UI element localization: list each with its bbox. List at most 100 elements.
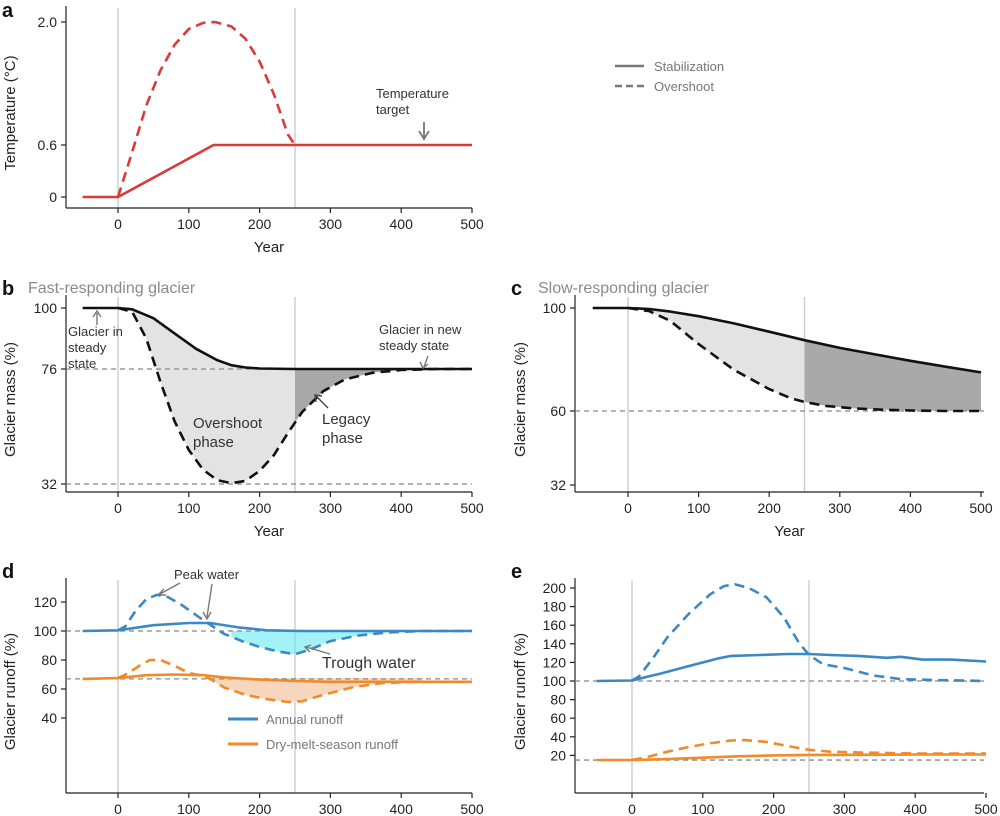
x-tick-label: 100 (177, 216, 201, 232)
series-stabilization (592, 306, 982, 374)
x-tick-label: 0 (624, 500, 632, 516)
y-tick-label: 60 (550, 403, 566, 419)
annotation-arrow (418, 122, 430, 141)
series-dry-melt-season-runoff (82, 673, 472, 684)
x-tick-label: 200 (248, 801, 272, 816)
y-tick-label: 160 (543, 617, 567, 633)
panel-d-runoff-fast: 0100200300400500406080100120YearGlacier … (2, 567, 484, 816)
overshoot-phase-area (118, 308, 295, 484)
panel-label-a: a (2, 0, 14, 22)
legend-dashed-label: Overshoot (654, 79, 714, 94)
series-overshoot (116, 20, 297, 198)
series-overshoot (117, 306, 472, 485)
y-tick-label: 80 (41, 652, 57, 668)
y-axis-label: Glacier mass (%) (512, 342, 529, 457)
series-stabilization (82, 143, 472, 199)
panel-title-fast: Fast-responding glacier (28, 280, 196, 297)
x-tick-label: 100 (691, 801, 715, 816)
x-tick-label: 500 (974, 801, 998, 816)
y-tick-label: 120 (543, 654, 567, 670)
annotation-new-steady-state: Glacier in new steady state (379, 322, 462, 353)
label-legacy-phase: Legacy phase (322, 411, 371, 447)
y-axis-label: Glacier runoff (%) (512, 633, 529, 750)
y-tick-label: 32 (41, 476, 57, 492)
panel-b-fast-glacier: 0 100 200 300 400 500 32 76 100 Year Glacier mass … (2, 295, 484, 540)
y-tick-label: 40 (41, 710, 57, 726)
annotation-trough-water: Trough water (322, 655, 416, 672)
trough-water-area (231, 631, 451, 655)
x-tick-label: 100 (687, 500, 711, 516)
y-tick-label: 200 (543, 580, 567, 596)
series-dry-melt-season-runoff (596, 753, 986, 762)
annotation-temperature-target: Temperature target (376, 86, 449, 117)
series-annual-runoff-overshoot (631, 583, 987, 683)
x-tick-label: 0 (114, 216, 122, 232)
y-tick-label: 40 (550, 729, 566, 745)
y-tick-label: 2.0 (38, 14, 58, 30)
y-tick-label: 100 (543, 673, 567, 689)
series-dry-melt-season-runoff-overshoot (117, 658, 472, 704)
dry-season-deficit-area (204, 676, 423, 702)
y-tick-label: 0.6 (38, 137, 58, 153)
x-tick-label: 400 (390, 801, 414, 816)
annotation-peak-water: Peak water (174, 567, 240, 582)
x-tick-label: 500 (460, 500, 484, 516)
series-stabilization (82, 306, 472, 371)
annotation-arrow (92, 309, 102, 325)
panel-label-b: b (2, 278, 14, 300)
legend-annual-label: Annual runoff (266, 712, 343, 727)
x-tick-label: 400 (390, 216, 414, 232)
x-tick-label: 200 (758, 500, 782, 516)
y-axis-label: Glacier runoff (%) (2, 633, 19, 750)
x-tick-label: 200 (248, 216, 272, 232)
panel-label-d: d (2, 561, 14, 583)
x-tick-label: 100 (177, 500, 201, 516)
legend-solid-label: Stabilization (654, 59, 724, 74)
x-tick-label: 300 (319, 500, 343, 516)
x-axis-label: Year (774, 523, 804, 540)
panel-a-temperature: 0 100 200 300 400 500 0 0.6 2.0 Year Temperature (… (2, 6, 484, 256)
annotation-arrow (303, 644, 331, 655)
x-tick-label: 300 (833, 801, 857, 816)
x-tick-label: 300 (319, 216, 343, 232)
line-style-legend: Stabilization Overshoot (615, 59, 724, 94)
x-tick-label: 300 (828, 500, 852, 516)
y-tick-label: 140 (543, 636, 567, 652)
x-tick-label: 500 (969, 500, 993, 516)
y-axis-label: Temperature (°C) (2, 55, 19, 170)
x-tick-label: 500 (460, 216, 484, 232)
annotation-steady-state: Glacier in steady state (68, 324, 123, 371)
y-tick-label: 20 (550, 747, 566, 763)
legend-dry-label: Dry-melt-season runoff (266, 737, 398, 752)
x-tick-label: 400 (899, 500, 923, 516)
annotation-arrow (156, 582, 181, 596)
y-tick-label: 120 (34, 594, 58, 610)
panel-label-e: e (511, 561, 522, 583)
series-overshoot (627, 306, 981, 413)
series-dry-melt-season-runoff-overshoot (631, 738, 986, 762)
x-tick-label: 500 (460, 801, 484, 816)
y-tick-label: 180 (543, 599, 567, 615)
panel-title-slow: Slow-responding glacier (538, 280, 709, 297)
series-annual-runoff (82, 621, 472, 633)
panel-e-runoff-slow: 0 100 200 300 400 500 20 40 60 80 100 120 140 160 180 2… (512, 578, 998, 816)
y-axis-label: Glacier mass (%) (2, 342, 19, 457)
panel-label-c: c (511, 278, 522, 300)
x-axis-label: Year (254, 523, 284, 540)
x-axis-label: Year (254, 239, 284, 256)
series-annual-runoff (596, 652, 987, 683)
x-tick-label: 0 (114, 500, 122, 516)
x-tick-label: 300 (319, 801, 343, 816)
annotation-arrow (419, 355, 429, 370)
annotation-arrow (314, 394, 329, 409)
y-tick-label: 60 (550, 710, 566, 726)
y-tick-label: 100 (34, 300, 58, 316)
x-tick-label: 400 (390, 500, 414, 516)
y-tick-label: 32 (550, 477, 566, 493)
x-tick-label: 200 (248, 500, 272, 516)
y-tick-label: 60 (41, 681, 57, 697)
y-tick-label: 100 (34, 623, 58, 639)
panel-c-slow-glacier: 0 100 200 300 400 500 32 60 100 Year Glacier mass … (512, 295, 993, 540)
x-tick-label: 100 (177, 801, 201, 816)
